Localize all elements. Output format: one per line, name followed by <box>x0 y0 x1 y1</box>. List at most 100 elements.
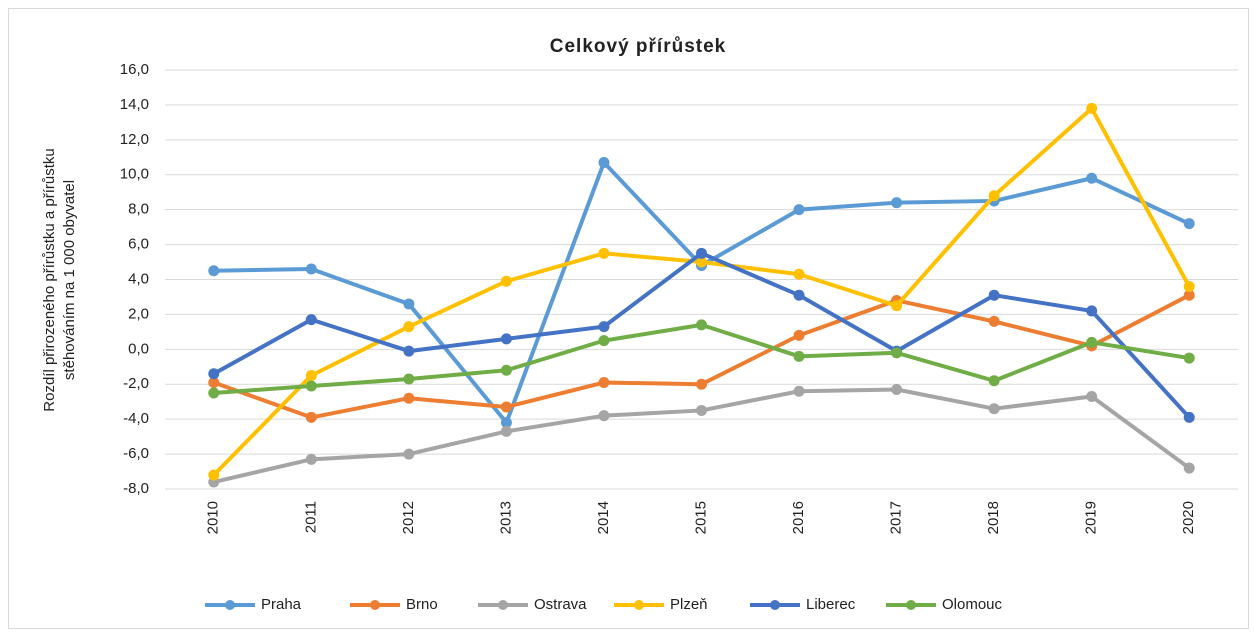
x-tick-label: 2013 <box>497 501 514 534</box>
data-point <box>1183 218 1195 230</box>
data-point <box>696 404 707 416</box>
x-tick-label: 2014 <box>595 501 612 534</box>
y-axis-title: stěhováním na 1 000 obyvatel <box>61 180 78 380</box>
data-point <box>305 380 317 392</box>
data-point <box>891 197 903 209</box>
data-point <box>500 275 512 287</box>
data-point <box>403 373 415 385</box>
data-point <box>891 347 903 359</box>
y-tick-label: 14,0 <box>120 96 149 113</box>
data-point <box>500 401 512 413</box>
y-axis-title: Rozdíl přirozeného přírůstku a přírůstku <box>41 148 58 411</box>
data-point <box>305 370 317 382</box>
data-point <box>696 319 707 331</box>
y-tick-label: -4,0 <box>123 410 149 427</box>
data-point <box>1183 289 1195 301</box>
legend-swatch-marker <box>370 600 380 610</box>
data-point <box>1086 102 1098 114</box>
y-tick-label: 0,0 <box>128 340 149 357</box>
x-tick-label: 2011 <box>302 501 319 533</box>
data-point <box>598 157 610 169</box>
data-point <box>208 377 220 389</box>
legend-label: Plzeň <box>670 596 708 613</box>
data-point <box>891 300 903 312</box>
chart-frame <box>8 8 1249 629</box>
data-point <box>1086 305 1098 317</box>
data-point <box>305 453 317 465</box>
data-point <box>305 314 317 326</box>
data-point <box>208 368 220 380</box>
data-point <box>305 263 317 275</box>
y-tick-label: 6,0 <box>128 236 149 253</box>
y-tick-label: 2,0 <box>128 305 149 322</box>
data-point <box>598 247 610 259</box>
x-tick-label: 2015 <box>692 501 709 534</box>
x-tick-label: 2010 <box>205 501 222 534</box>
y-tick-label: 4,0 <box>128 270 149 287</box>
legend-label: Brno <box>406 596 438 613</box>
data-point <box>1086 172 1098 184</box>
data-point <box>793 268 805 280</box>
data-point <box>305 411 317 423</box>
y-tick-label: -8,0 <box>123 480 149 497</box>
data-point <box>1086 336 1098 348</box>
legend-swatch-marker <box>770 600 780 610</box>
data-point <box>891 383 903 395</box>
data-point <box>793 385 805 397</box>
data-point <box>500 364 512 376</box>
data-point <box>988 289 1000 301</box>
data-point <box>793 329 805 341</box>
legend-swatch-marker <box>906 600 916 610</box>
data-point <box>500 425 512 437</box>
legend-label: Olomouc <box>942 596 1003 613</box>
data-point <box>1183 280 1195 292</box>
data-point <box>696 247 707 259</box>
data-point <box>1183 411 1195 423</box>
data-point <box>696 378 707 390</box>
x-tick-label: 2019 <box>1083 501 1100 534</box>
legend-swatch-marker <box>498 600 508 610</box>
y-tick-label: -2,0 <box>123 375 149 392</box>
y-tick-label: 10,0 <box>120 166 149 183</box>
legend-label: Ostrava <box>534 596 587 613</box>
data-point <box>988 403 1000 415</box>
legend-swatch-marker <box>225 600 235 610</box>
data-point <box>1183 462 1195 474</box>
chart-title: Celkový přírůstek <box>550 36 726 57</box>
data-point <box>598 321 610 333</box>
data-point <box>988 375 1000 387</box>
legend-label: Liberec <box>806 596 856 613</box>
data-point <box>403 321 415 333</box>
data-point <box>793 289 805 301</box>
data-point <box>403 298 415 310</box>
x-tick-label: 2016 <box>790 501 807 534</box>
data-point <box>500 417 512 429</box>
x-tick-label: 2018 <box>985 501 1002 534</box>
data-point <box>598 377 610 389</box>
legend-swatch-marker <box>634 600 644 610</box>
data-point <box>598 335 610 347</box>
data-point <box>793 350 805 362</box>
data-point <box>988 190 1000 202</box>
data-point <box>1086 390 1098 402</box>
data-point <box>598 410 610 422</box>
y-tick-label: 16,0 <box>120 61 149 78</box>
y-tick-label: 8,0 <box>128 201 149 218</box>
data-point <box>793 204 805 216</box>
data-point <box>403 392 415 404</box>
data-point <box>208 265 220 277</box>
legend-label: Praha <box>261 596 302 613</box>
data-point <box>208 469 220 481</box>
data-point <box>1183 352 1195 364</box>
x-tick-label: 2020 <box>1180 501 1197 534</box>
data-point <box>208 387 220 399</box>
y-tick-label: 12,0 <box>120 131 149 148</box>
x-tick-label: 2012 <box>400 501 417 534</box>
x-tick-label: 2017 <box>888 501 905 534</box>
y-tick-label: -6,0 <box>123 445 149 462</box>
data-point <box>696 256 707 268</box>
data-point <box>988 315 1000 327</box>
data-point <box>403 448 415 460</box>
data-point <box>500 333 512 345</box>
